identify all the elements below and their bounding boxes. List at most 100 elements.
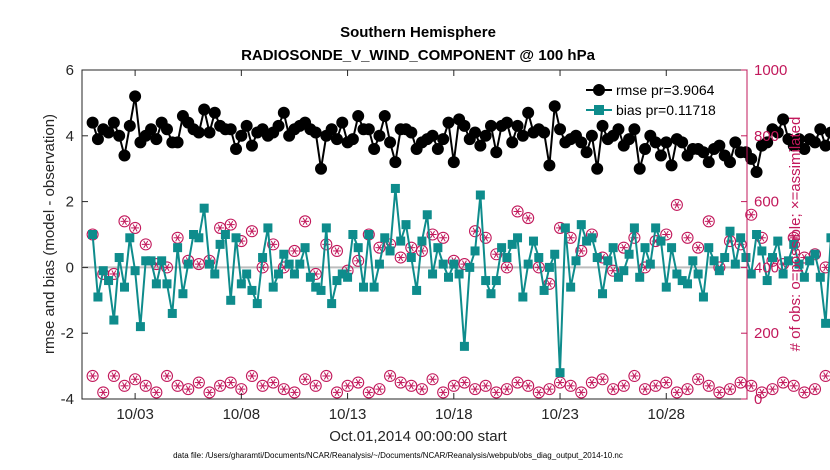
rmse-point <box>511 119 524 132</box>
bias-point <box>396 236 406 246</box>
x-tick-label: 10/28 <box>647 406 685 423</box>
obs-count-point <box>245 369 259 383</box>
y-tick-label: -4 <box>61 391 74 408</box>
rmse-point <box>118 149 131 162</box>
bias-point <box>794 259 804 269</box>
bias-point <box>518 292 528 302</box>
bias-point <box>343 272 353 282</box>
bias-point <box>539 285 549 295</box>
y2-tick-label: 600 <box>754 194 779 211</box>
obs-count-point <box>681 383 694 396</box>
rmse-point <box>426 129 439 142</box>
obs-count-point <box>522 379 535 392</box>
y2-tick-label: 400 <box>754 259 779 276</box>
rmse-point <box>373 129 386 142</box>
obs-count-point <box>628 369 641 383</box>
rmse-point <box>235 129 248 142</box>
bias-point <box>571 256 581 266</box>
bias-point <box>412 285 422 295</box>
obs-count-point <box>299 215 312 228</box>
bias-point <box>619 266 629 276</box>
obs-count-point <box>808 383 822 396</box>
legend-bias-label: bias pr=0.11718 <box>616 102 716 118</box>
rmse-point <box>102 126 115 139</box>
obs-count-point <box>437 386 450 399</box>
obs-count-point <box>320 369 333 383</box>
bias-point <box>555 368 565 378</box>
bias-point <box>374 259 384 269</box>
bias-point <box>815 272 825 282</box>
obs-count-point <box>660 376 673 389</box>
bias-point <box>651 223 661 233</box>
bias-point <box>603 256 613 266</box>
rmse-point <box>665 159 678 172</box>
rmse-point <box>171 136 184 149</box>
y-tick-label: 4 <box>66 128 74 145</box>
bias-point <box>720 253 730 263</box>
rmse-point <box>676 136 689 149</box>
rmse-point <box>654 149 667 162</box>
bias-point <box>167 308 177 318</box>
x-axis-label: Oct.01,2014 00:00:00 start <box>329 428 507 445</box>
rmse-point <box>447 156 460 169</box>
obs-count-point <box>532 386 545 399</box>
bias-point <box>624 249 634 259</box>
bias-point <box>199 203 209 213</box>
bias-point <box>268 282 278 292</box>
rmse-point <box>660 136 673 149</box>
bias-point <box>337 269 347 279</box>
bias-point <box>608 243 618 253</box>
obs-count-point <box>299 373 312 386</box>
rmse-point <box>750 165 763 178</box>
obs-count-point <box>511 205 524 218</box>
obs-count-point <box>702 379 715 392</box>
bias-point <box>385 246 395 256</box>
rmse-point <box>538 126 551 139</box>
rmse-point <box>771 126 784 139</box>
bias-point <box>305 272 315 282</box>
rmse-point <box>824 126 830 139</box>
bias-point <box>321 223 331 233</box>
rmse-point <box>203 126 216 139</box>
plot-area: -4 -2 0 2 4 6 0 200 400 600 800 1000 10/03 10/08 10/13… <box>61 62 830 423</box>
bias-point <box>390 183 400 193</box>
bias-point <box>534 253 544 263</box>
bias-point <box>406 253 416 263</box>
rmse-point <box>160 123 173 136</box>
rmse-point <box>437 133 450 146</box>
bias-point <box>767 253 777 263</box>
rmse-point <box>724 156 737 169</box>
bias-point <box>465 262 475 272</box>
bias-point <box>821 318 830 328</box>
bias-point <box>645 259 655 269</box>
bias-point <box>300 243 310 253</box>
obs-count-point <box>224 218 237 231</box>
obs-count-point <box>670 386 683 399</box>
rmse-point <box>113 129 126 142</box>
rmse-point <box>458 119 471 132</box>
bias-point <box>582 236 592 246</box>
obs-count-point <box>479 379 492 392</box>
bias-point <box>263 223 273 233</box>
obs-count-point <box>352 376 365 389</box>
obs-count-point <box>575 386 588 399</box>
y-axis-label: rmse and bias (model - observation) <box>41 114 58 354</box>
rmse-point <box>145 123 158 136</box>
footnote: data file: /Users/gharamti/Documents/NCA… <box>173 451 623 460</box>
obs-count-point <box>384 369 397 383</box>
chart-title: Southern Hemisphere <box>340 24 496 41</box>
obs-count-point <box>607 383 620 396</box>
rmse-point <box>554 123 567 136</box>
obs-count-point <box>362 386 375 399</box>
bias-point <box>109 315 119 325</box>
rmse-point <box>240 119 253 132</box>
rmse-point <box>469 126 482 139</box>
bias-point <box>93 292 103 302</box>
obs-count-point <box>702 215 715 228</box>
obs-count-point <box>692 373 705 386</box>
bias-point <box>560 223 570 233</box>
rmse-point <box>761 136 774 149</box>
bias-point <box>364 230 374 239</box>
obs-count-point <box>681 231 694 244</box>
rmse-point <box>702 156 715 169</box>
